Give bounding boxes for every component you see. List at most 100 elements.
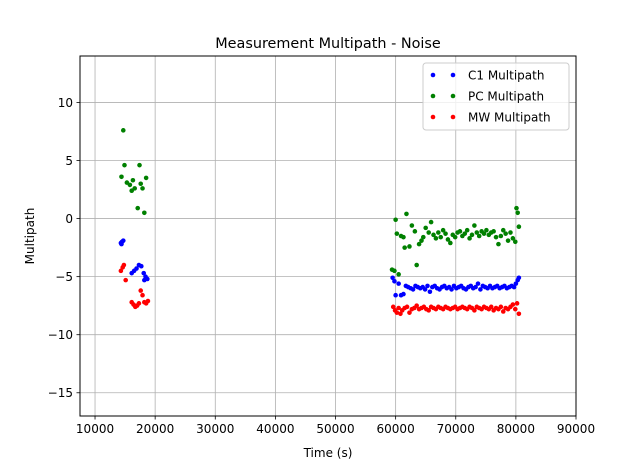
mw-multipath-point [516, 311, 522, 317]
c1-multipath-point [142, 277, 147, 283]
mw-multipath-point [426, 308, 432, 313]
x-tick-label: 80000 [497, 422, 535, 436]
pc-multipath-point [393, 217, 398, 223]
pc-multipath-point [402, 245, 407, 250]
pc-multipath-point [119, 174, 124, 180]
c1-multipath-point [390, 275, 395, 281]
pc-multipath-point [396, 272, 401, 277]
x-tick-label: 70000 [437, 422, 475, 436]
pc-multipath-point [516, 224, 522, 230]
pc-multipath-point [142, 210, 147, 216]
pc-multipath-point [467, 236, 472, 241]
mw-multipath-legend-marker [430, 114, 436, 120]
pc-multipath-point [407, 244, 412, 249]
pc-multipath-point [493, 234, 499, 240]
pc-multipath-point [416, 241, 422, 247]
ticks-layer: 10000 20000 30000 40000 50000 60000 70000 80000… [48, 96, 595, 436]
mw-multipath-point [140, 292, 145, 298]
pc-multipath-point [428, 219, 434, 225]
x-tick-label: 40000 [256, 422, 294, 436]
c1-multipath-point [410, 287, 416, 292]
pc-multipath-point [498, 233, 504, 239]
pc-multipath-point [140, 186, 145, 191]
mw-multipath-point [488, 304, 494, 310]
c1-multipath-point [475, 281, 481, 286]
pc-multipath-point [512, 239, 518, 245]
pc-multipath-point [431, 232, 436, 238]
mw-multipath-series [118, 262, 522, 317]
c1-multipath-point [425, 283, 430, 289]
pc-multipath-point [503, 231, 508, 236]
pc-multipath-point [443, 231, 448, 236]
pc-multipath-point [457, 229, 463, 234]
y-tick-label: 0 [65, 212, 73, 226]
pc-multipath-point [514, 205, 519, 211]
pc-multipath-legend-marker [450, 93, 456, 99]
y-tick-label: −5 [55, 270, 73, 284]
mw-multipath-point [404, 304, 410, 310]
mw-multipath-point [407, 310, 412, 315]
chart-title: Measurement Multipath - Noise [215, 36, 441, 52]
pc-multipath-point [138, 181, 144, 187]
c1-multipath-point [511, 284, 517, 290]
c1-multipath-point [139, 263, 144, 269]
c1-multipath-point [473, 284, 478, 290]
pc-multipath-point [143, 175, 149, 181]
pc-multipath-point [500, 227, 506, 233]
pc-multipath-point [481, 231, 487, 236]
pc-multipath-point [445, 237, 451, 242]
y-tick-label: 10 [58, 96, 73, 110]
legend: C1 Multipath PC Multipath MW Multipath [422, 62, 570, 131]
y-tick-label: −15 [48, 386, 73, 400]
c1-multipath-point [513, 281, 519, 286]
pc-multipath-point [484, 227, 489, 233]
pc-multipath-point [137, 162, 142, 168]
c1-multipath-legend-marker [430, 72, 436, 78]
pc-multipath-point [508, 230, 513, 235]
c1-multipath-point [516, 275, 522, 281]
pc-multipath-point [496, 241, 501, 247]
x-tick-label: 20000 [136, 422, 174, 436]
pc-multipath-point [122, 162, 127, 168]
c1-multipath-point [427, 289, 433, 295]
pc-multipath-point [491, 229, 496, 234]
legend-frame [422, 62, 570, 131]
c1-multipath-legend-marker [450, 72, 456, 78]
pc-multipath-point [412, 229, 418, 234]
c1-multipath-point [396, 281, 401, 286]
pc-multipath-point [436, 230, 441, 235]
pc-multipath-point [419, 238, 424, 243]
pc-multipath-point [472, 223, 477, 228]
pc-multipath-point [462, 231, 468, 236]
pc-multipath-point [515, 210, 520, 216]
pc-multipath-point [404, 211, 409, 217]
pc-multipath-point [420, 234, 426, 240]
pc-multipath-point [130, 177, 136, 183]
pc-multipath-point [392, 268, 397, 274]
mw-multipath-point [472, 308, 477, 313]
pc-multipath-point [452, 234, 458, 240]
x-axis-label: Time (s) [303, 446, 353, 460]
points-layer [118, 128, 522, 317]
pc-multipath-point [132, 186, 138, 191]
pc-multipath-point [120, 128, 126, 133]
pc-multipath-point [394, 231, 400, 236]
mw-multipath-point [514, 301, 520, 306]
c1-multipath-point [119, 241, 124, 247]
mw-multipath-legend-label: MW Multipath [468, 110, 551, 124]
mw-multipath-point [136, 301, 142, 306]
x-tick-label: 10000 [76, 422, 114, 436]
y-axis-label: Multipath [23, 208, 37, 265]
mw-multipath-point [414, 303, 419, 308]
x-tick-label: 60000 [377, 422, 415, 436]
x-tick-label: 50000 [316, 422, 354, 436]
c1-multipath-point [134, 266, 139, 271]
mw-multipath-point [398, 311, 403, 317]
c1-multipath-point [401, 291, 406, 297]
pc-multipath-point [474, 230, 480, 235]
mw-multipath-point [390, 304, 396, 310]
x-tick-label: 90000 [557, 422, 595, 436]
pc-multipath-point [448, 240, 453, 246]
